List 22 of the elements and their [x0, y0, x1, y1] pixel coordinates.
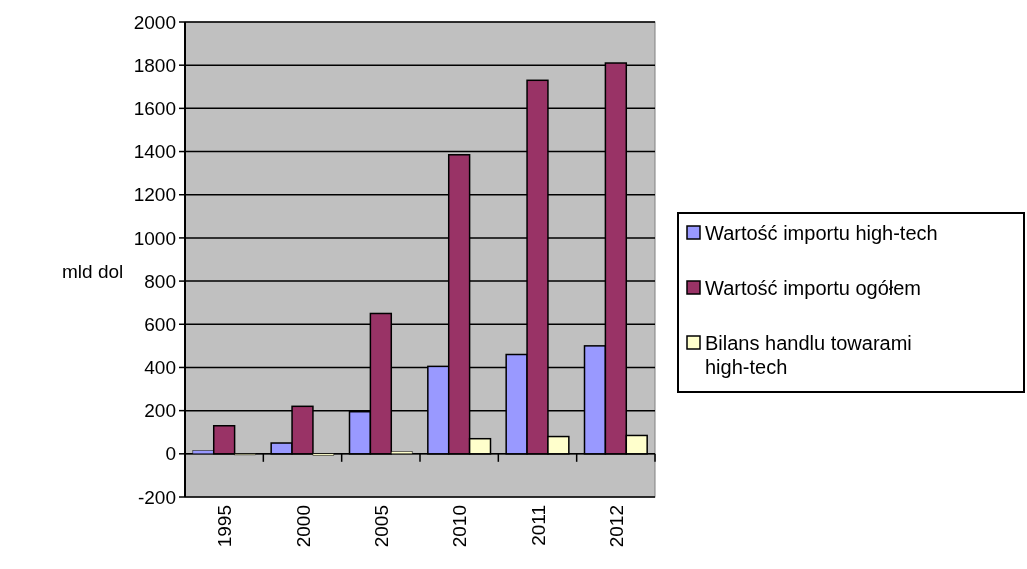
y-tick-label: 2000 — [133, 11, 176, 33]
y-tick-label: 0 — [165, 443, 176, 465]
y-tick-label: 800 — [144, 270, 176, 292]
y-tick-label: 400 — [144, 357, 176, 379]
y-tick-label: 1200 — [133, 184, 176, 206]
y-tick-label: -200 — [137, 486, 176, 508]
x-tick-label: 2012 — [605, 505, 627, 548]
legend-label: Bilans handlu towarami high-tech — [705, 332, 912, 378]
y-tick-label: 1000 — [133, 227, 176, 249]
legend-label: Wartość importu ogółem — [705, 277, 921, 299]
y-tick-label: 1800 — [133, 54, 176, 76]
legend-label: Wartość importu high-tech — [705, 222, 938, 244]
x-tick-label: 2010 — [449, 505, 471, 548]
y-tick-label: 200 — [144, 400, 176, 422]
x-tick-label: 1995 — [214, 505, 236, 548]
x-tick-label: 2005 — [370, 505, 392, 548]
y-tick-label: 600 — [144, 313, 176, 335]
y-axis-title: mld dol — [62, 261, 124, 282]
y-tick-label: 1400 — [133, 141, 176, 163]
y-tick-label: 1600 — [133, 98, 176, 120]
x-tick-label: 2000 — [292, 505, 314, 548]
x-tick-label: 2011 — [527, 505, 549, 546]
